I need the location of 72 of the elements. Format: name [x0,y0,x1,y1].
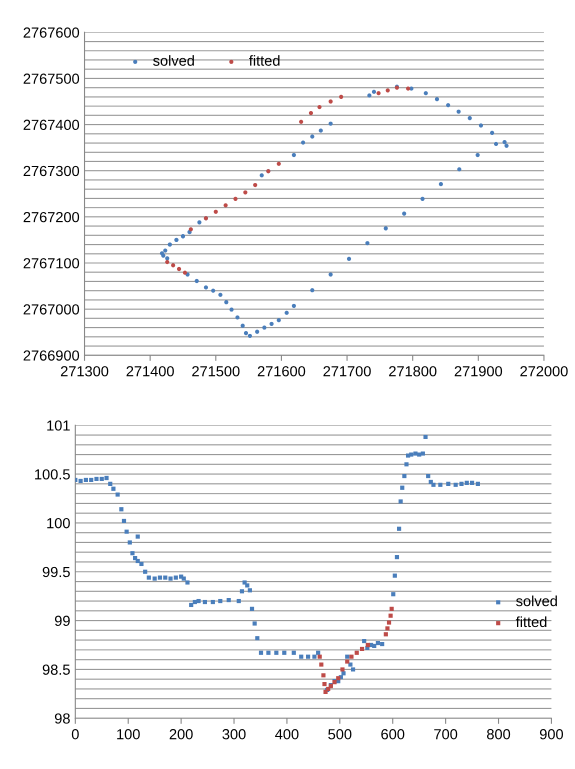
y-tick-label: 100.5 [35,469,70,480]
point [390,606,394,611]
point [406,86,410,91]
point [321,673,326,678]
y-tick-label: 2766900 [24,350,80,361]
x-tick-label: 271500 [192,366,240,376]
x-tick-label: 0 [72,729,79,740]
point [243,190,248,194]
point [360,646,364,651]
point [308,110,314,116]
point [214,210,218,214]
x-tick-label: 271400 [126,366,174,376]
point [376,91,381,96]
point [165,260,170,264]
x-tick-label: 800 [486,729,510,740]
point [253,182,258,188]
point [318,654,322,659]
point [385,626,390,630]
x-tick-label: 272000 [520,366,568,376]
legend-label: solved [516,596,557,606]
legend-label: fitted [516,616,546,628]
x-tick-label: 271900 [454,366,502,376]
point [328,99,333,104]
x-tick-label: 200 [170,729,193,740]
y-tick-label: 99.5 [42,566,70,578]
point [322,682,327,686]
y-tick-label: 2767300 [24,166,80,176]
y-tick-label: 99 [54,616,70,626]
x-tick-label: 400 [275,729,299,740]
point [384,632,388,636]
y-tick-label: 98 [54,713,70,724]
point [182,270,188,275]
y-tick-label: 2767200 [24,212,80,222]
x-tick-label: 271800 [389,366,436,376]
x-tick-label: 300 [222,729,246,740]
point [386,620,392,625]
y-tick-label: 2767100 [24,258,80,268]
y-tick-label: 101 [47,420,70,431]
x-tick-label: 271600 [258,366,306,376]
y-tick-label: 2767500 [24,74,80,84]
point [366,642,370,648]
x-tick-label: 271700 [323,366,371,376]
point [340,667,345,672]
x-tick-label: 500 [328,729,352,740]
x-tick-label: 700 [434,729,458,740]
y-tick-label: 2767400 [24,120,80,130]
legend-label: solved [153,55,194,66]
legend-label: fitted [249,55,280,66]
point [299,120,304,124]
point [276,162,281,166]
point [319,662,324,667]
point [336,676,340,680]
point [171,263,176,268]
point [233,196,238,201]
point [317,104,322,110]
point [345,660,350,664]
point [354,650,359,655]
x-tick-label: 271300 [60,366,108,376]
point [349,654,354,659]
x-tick-label: 900 [540,729,564,740]
point [339,94,344,99]
point [388,614,393,618]
y-tick-label: 2767000 [24,304,80,315]
y-tick-label: 100 [47,518,70,528]
x-tick-label: 600 [381,729,404,740]
y-tick-label: 98.5 [42,664,70,675]
point [188,227,193,232]
point [386,88,390,93]
point [176,266,182,272]
y-tick-label: 2767600 [24,27,80,38]
x-tick-label: 100 [117,729,140,740]
point [224,203,228,208]
